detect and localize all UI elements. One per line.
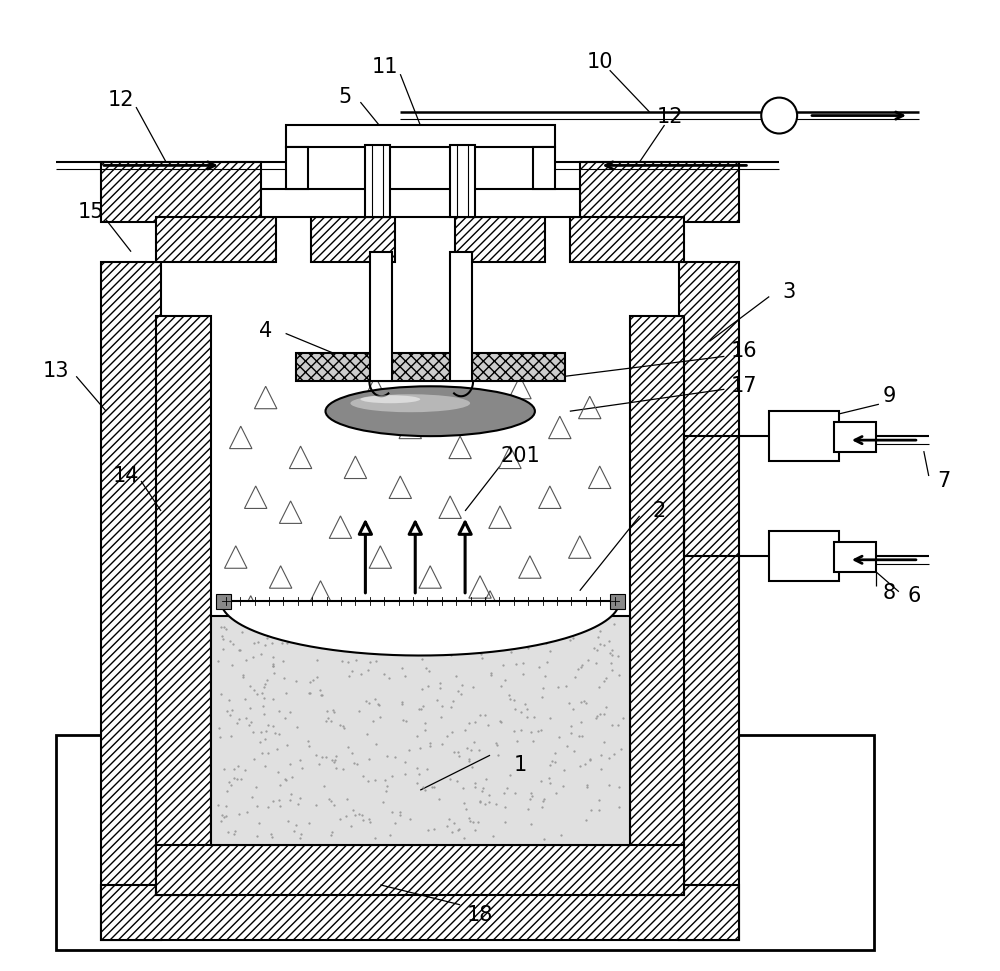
Text: 5: 5 (339, 87, 352, 107)
Bar (211, 261, 630, 845)
Bar (156, 217, 276, 261)
Text: 12: 12 (656, 107, 683, 127)
Bar (156, 317, 211, 895)
Bar (610, 593, 625, 609)
Text: 15: 15 (78, 202, 104, 221)
Text: 12: 12 (108, 90, 134, 110)
Bar (56, 735, 874, 950)
Ellipse shape (350, 394, 470, 413)
Text: 6: 6 (907, 586, 921, 606)
Text: 1: 1 (513, 755, 527, 775)
Bar (311, 217, 395, 261)
Text: 4: 4 (259, 321, 272, 342)
Bar (286, 125, 555, 147)
Bar (533, 147, 555, 188)
Text: 14: 14 (113, 466, 139, 486)
Bar (296, 353, 565, 382)
Bar (101, 261, 161, 940)
Text: 16: 16 (731, 342, 758, 361)
Bar (286, 147, 308, 188)
Ellipse shape (326, 386, 535, 436)
Bar (370, 251, 392, 382)
Text: 3: 3 (783, 282, 796, 302)
Bar (834, 422, 876, 452)
Bar (570, 217, 684, 261)
Bar (261, 188, 580, 217)
Text: 9: 9 (882, 386, 896, 406)
Text: 2: 2 (653, 501, 666, 520)
Text: 8: 8 (882, 583, 895, 603)
Bar (769, 411, 839, 461)
Circle shape (761, 98, 797, 133)
Text: 17: 17 (731, 377, 758, 396)
Bar (101, 162, 261, 221)
Bar (769, 531, 839, 581)
Bar (101, 885, 739, 940)
Bar (834, 542, 876, 572)
Bar (679, 261, 739, 940)
Text: 11: 11 (372, 57, 399, 78)
Text: 18: 18 (467, 905, 493, 924)
Text: 201: 201 (500, 446, 540, 466)
Text: 10: 10 (586, 52, 613, 72)
Text: 7: 7 (937, 471, 950, 491)
Bar (365, 145, 390, 217)
Bar (630, 317, 684, 895)
Bar (450, 251, 472, 382)
Bar (580, 162, 739, 221)
Bar (216, 593, 231, 609)
Text: 13: 13 (43, 361, 70, 382)
Ellipse shape (360, 395, 420, 403)
Polygon shape (221, 601, 620, 655)
Bar (156, 845, 684, 895)
Bar (450, 145, 475, 217)
Bar (211, 616, 630, 845)
Bar (455, 217, 545, 261)
